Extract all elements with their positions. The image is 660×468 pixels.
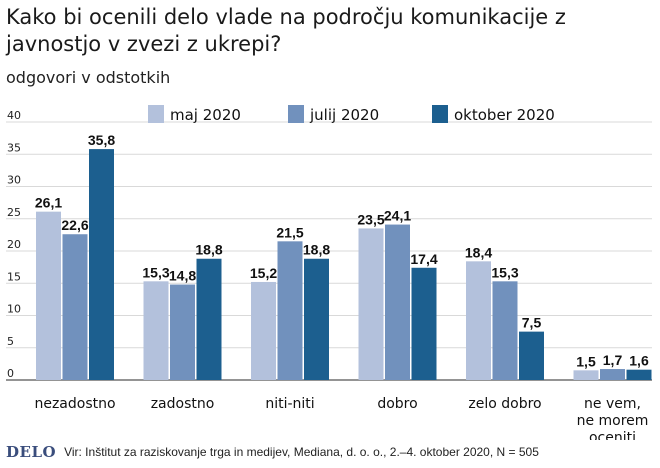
legend-entry: julij 2020 [309,106,379,124]
y-tick-label: 35 [7,141,21,154]
data-label: 21,5 [276,224,303,240]
data-label: 35,8 [88,132,115,148]
data-label: 18,8 [195,242,222,258]
bar-chart: 0 5 10 15 20 25 30 35 40 maj 2020 julij 2020 oktob… [6,105,652,440]
y-tick-label: 25 [7,206,21,219]
y-tick-label: 40 [7,109,21,122]
category-label: dobro [377,396,417,412]
legend-entry: oktober 2020 [454,106,555,124]
data-label: 15,3 [142,264,169,280]
data-label: 7,5 [522,315,542,331]
data-label: 18,8 [303,242,330,258]
legend-entry: maj 2020 [170,106,241,124]
footer: DELO Vir: Inštitut za raziskovanje trga … [6,443,539,461]
bar [492,281,518,380]
data-label: 22,6 [61,217,88,233]
legend: maj 2020 julij 2020 oktober 2020 [148,105,555,124]
y-tick-label: 0 [7,367,14,380]
bar [600,369,625,380]
category-label: ne vem, [584,396,641,412]
delo-logo: DELO [6,443,57,461]
bar [466,261,491,380]
bar [385,224,410,380]
data-label: 15,2 [250,265,277,281]
category-label: zadostno [151,396,215,412]
data-label: 24,1 [384,208,411,224]
bar [304,258,329,380]
bar [170,284,195,380]
y-tick-label: 30 [7,174,21,187]
data-label: 23,5 [357,211,384,227]
category-label: nezadostno [34,396,115,412]
bar [277,241,303,380]
chart-subtitle: odgovori v odstotkih [6,68,171,87]
bar [62,234,88,380]
source-note: Vir: Inštitut za raziskovanje trga in me… [64,445,539,459]
category-labels: nezadostno zadostno niti-niti dobro zelo dob… [34,396,648,440]
bar [196,258,222,380]
legend-swatch [432,105,448,123]
category-label: niti-niti [265,396,314,412]
data-label: 1,5 [576,353,596,369]
bar [143,281,169,380]
bar [89,149,114,380]
legend-swatch [288,105,304,123]
data-label: 17,4 [410,251,437,267]
legend-swatch [148,105,164,123]
chart-title: Kako bi ocenili delo vlade na področju k… [6,5,566,56]
data-label: 1,7 [603,352,623,368]
data-label: 15,3 [491,264,518,280]
data-label: 14,8 [169,268,196,284]
data-labels: 26,122,635,815,3 14,818,815,221,518,823,5… [35,132,649,369]
bar [411,267,437,380]
bar [519,331,544,380]
data-label: 1,6 [629,353,649,369]
bar [626,369,652,380]
data-label: 26,1 [35,195,62,211]
bar [358,228,384,380]
y-tick-label: 10 [7,303,21,316]
bars [36,149,652,380]
bar [573,370,599,380]
category-label: zelo dobro [468,396,541,412]
category-label: ne morem [577,413,649,429]
y-tick-label: 15 [7,270,21,283]
data-label: 18,4 [465,244,492,260]
category-label: oceniti [589,430,636,440]
y-tick-label: 20 [7,238,21,251]
bar [36,211,61,380]
y-tick-label: 5 [7,335,14,348]
bar [251,281,276,380]
y-axis-ticks: 0 5 10 15 20 25 30 35 40 [7,109,21,380]
